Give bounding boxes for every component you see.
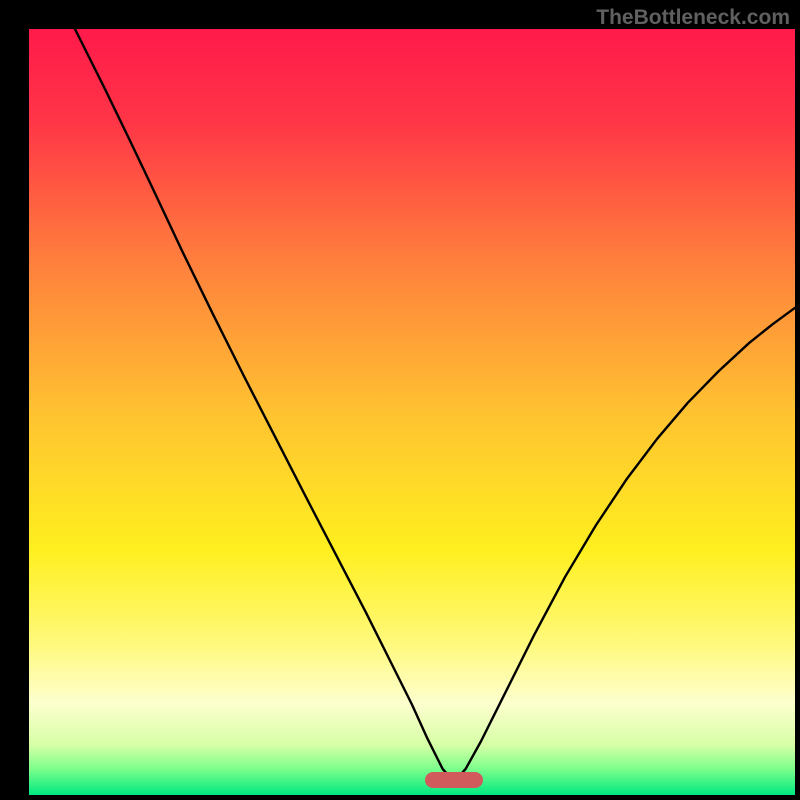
plot-area xyxy=(29,29,795,795)
attribution-text: TheBottleneck.com xyxy=(596,6,790,30)
optimum-marker xyxy=(425,772,482,788)
bottleneck-curve xyxy=(29,29,795,795)
